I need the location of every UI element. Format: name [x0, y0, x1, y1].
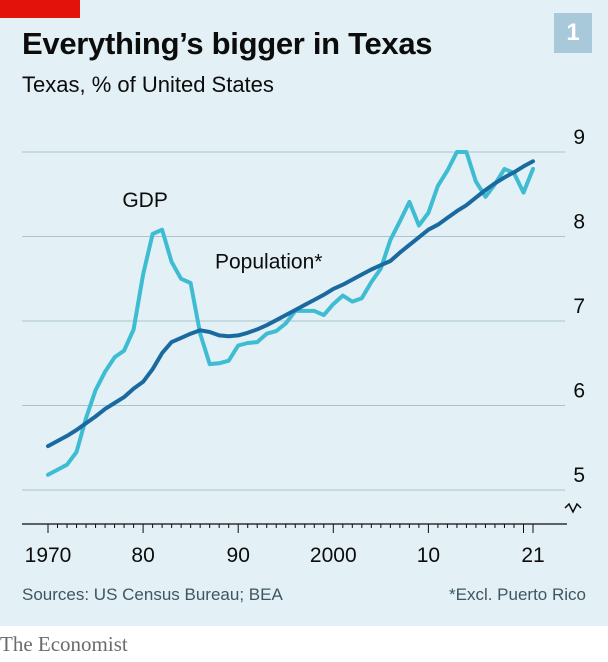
series-line-population — [46, 159, 535, 449]
x-tick-label: 21 — [521, 544, 544, 567]
chart-title: Everything’s bigger in Texas — [22, 26, 433, 61]
series-lines — [46, 150, 535, 477]
line-chart: 5 6 7 8 9 1970 80 90 2000 10 21 GDP Population* — [22, 126, 585, 567]
y-tick-label: 6 — [573, 380, 585, 403]
series-labels: GDP Population* — [122, 189, 322, 274]
sources-note: Sources: US Census Bureau; BEA — [22, 585, 283, 604]
y-tick-label: 9 — [573, 126, 585, 149]
chart-card — [0, 0, 608, 626]
series-line-gdp — [46, 150, 535, 477]
brand-red-tag — [0, 0, 80, 18]
x-tick-label: 2000 — [310, 544, 357, 567]
y-tick-label: 8 — [573, 211, 585, 234]
brand-logo-text: The Economist — [0, 632, 128, 656]
y-tick-label: 5 — [573, 464, 585, 487]
series-label-population: Population* — [215, 251, 322, 274]
x-tick-label: 90 — [227, 544, 250, 567]
chart-subtitle: Texas, % of United States — [22, 72, 274, 97]
series-label-gdp: GDP — [122, 189, 168, 212]
footnote: *Excl. Puerto Rico — [449, 585, 586, 604]
y-tick-labels: 5 6 7 8 9 — [573, 126, 585, 487]
x-tick-label: 1970 — [25, 544, 72, 567]
gridlines — [22, 151, 565, 491]
chart-number-badge: 1 — [554, 13, 592, 53]
y-tick-label: 7 — [573, 295, 585, 318]
x-tick-label: 80 — [131, 544, 154, 567]
x-axis: 1970 80 90 2000 10 21 — [22, 502, 582, 567]
axis-break-icon — [564, 502, 582, 514]
x-tick-label: 10 — [417, 544, 440, 567]
